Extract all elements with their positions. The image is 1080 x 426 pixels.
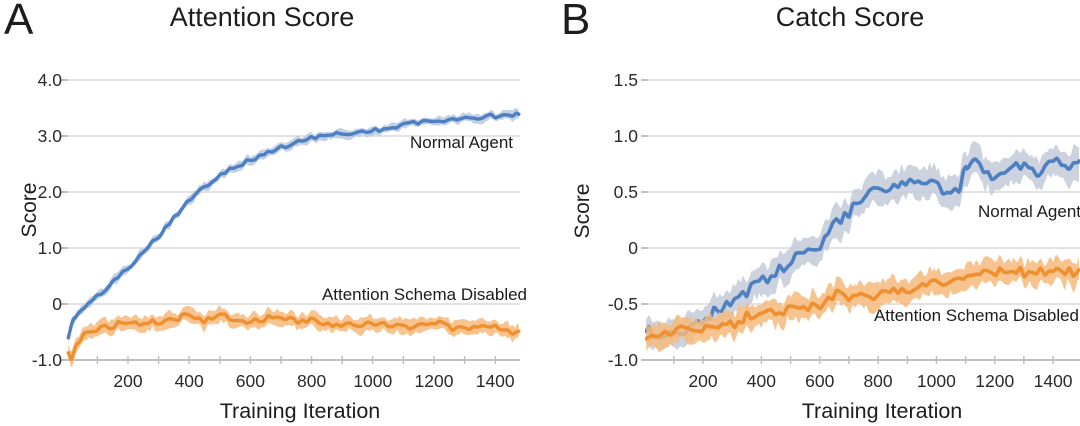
y-tick-label: -1.0 bbox=[31, 350, 62, 370]
y-tick-label: 4.0 bbox=[37, 70, 62, 90]
panel-b-series-label-normal-agent: Normal Agent bbox=[978, 202, 1080, 221]
x-tick-label: 400 bbox=[746, 371, 776, 391]
series-line-attention-schema-disabled bbox=[645, 265, 1080, 341]
y-tick-label: -1.0 bbox=[607, 350, 638, 370]
series-line-attention-schema-disabled bbox=[66, 312, 521, 361]
x-tick-label: 200 bbox=[113, 371, 143, 391]
panel-a-title: Attention Score bbox=[169, 2, 355, 32]
x-tick-label: 400 bbox=[174, 371, 204, 391]
panel-a-series-label-attention-schema-disabled: Attention Schema Disabled bbox=[321, 285, 527, 304]
x-tick-label: 1000 bbox=[916, 371, 956, 391]
panel-a-series-label-normal-agent: Normal Agent bbox=[410, 133, 513, 152]
confidence-band-attention-schema-disabled bbox=[646, 254, 1079, 352]
y-tick-label: 0 bbox=[52, 294, 62, 314]
x-tick-label: 600 bbox=[235, 371, 265, 391]
panel-b-x-axis-title: Training Iteration bbox=[801, 399, 963, 423]
y-tick-label: 3.0 bbox=[37, 126, 62, 146]
x-tick-label: 1200 bbox=[975, 371, 1015, 391]
panel-a-letter: A bbox=[4, 0, 34, 44]
y-tick-label: 1.0 bbox=[613, 126, 638, 146]
x-tick-label: 800 bbox=[296, 371, 327, 391]
panel-a-x-axis-title: Training Iteration bbox=[219, 399, 381, 423]
y-tick-label: 1.5 bbox=[613, 70, 638, 90]
y-tick-label: 1.0 bbox=[37, 238, 62, 258]
x-tick-label: 1000 bbox=[353, 371, 393, 391]
panel-b-series-label-attention-schema-disabled: Attention Schema Disabled bbox=[873, 306, 1079, 325]
confidence-band-attention-schema-disabled bbox=[68, 305, 519, 368]
y-tick-label: 2.0 bbox=[37, 182, 62, 202]
x-tick-label: 200 bbox=[688, 371, 718, 391]
y-tick-label: 0.5 bbox=[613, 182, 638, 202]
series-line-normal-agent bbox=[66, 111, 521, 340]
x-tick-label: 1400 bbox=[1033, 371, 1073, 391]
x-tick-label: 1400 bbox=[475, 371, 515, 391]
panel-b-title: Catch Score bbox=[775, 2, 925, 32]
y-tick-label: 0 bbox=[628, 238, 638, 258]
x-tick-label: 800 bbox=[863, 371, 893, 391]
y-tick-label: -0.5 bbox=[607, 294, 638, 314]
panel-b-letter: B bbox=[561, 0, 591, 44]
series-line-normal-agent bbox=[645, 156, 1080, 340]
x-tick-label: 600 bbox=[805, 371, 835, 391]
x-tick-label: 1200 bbox=[414, 371, 454, 391]
